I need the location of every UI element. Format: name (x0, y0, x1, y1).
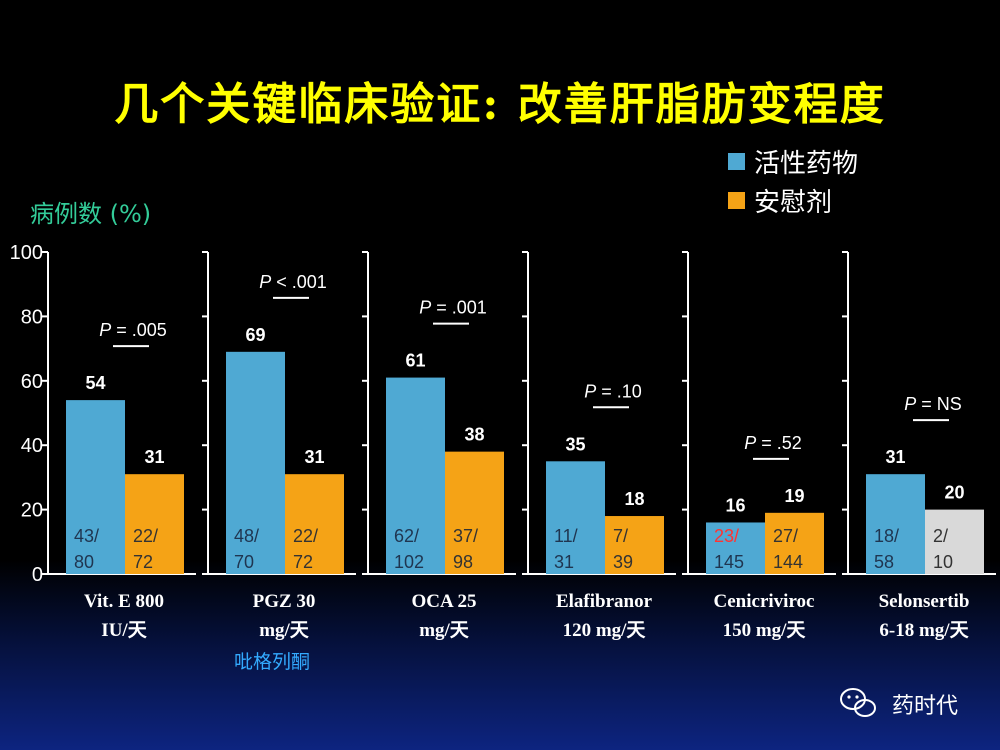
n-label-placebo: 22/ (293, 526, 318, 546)
bar-placebo (605, 516, 664, 574)
value-label-placebo: 18 (624, 489, 644, 509)
category-label: IU/天 (101, 620, 147, 641)
plot-area: 0 20 40 60 80 100 54 31 43/80 22/72 P = .005 Vit. E… (10, 242, 996, 673)
n-label-placebo: 10 (933, 552, 953, 572)
n-label-active: 80 (74, 552, 94, 572)
y-axis-label: 病例数 (%) (30, 200, 151, 228)
p-symbol: P (904, 394, 916, 414)
bar-placebo (285, 474, 344, 574)
p-value-label: P = .001 (419, 298, 487, 318)
n-label-active: 23/ (714, 526, 739, 546)
p-symbol: P (419, 298, 431, 318)
n-label-active: 102 (394, 552, 424, 572)
n-label-placebo: 72 (293, 552, 313, 572)
value-label-active: 61 (405, 351, 425, 371)
p-value-label: P = .52 (744, 433, 802, 453)
p-value: = NS (916, 394, 962, 414)
page-title: 几个关键临床验证: 改善肝脂肪变程度 (114, 79, 886, 130)
wechat-icon (840, 688, 876, 717)
watermark-text: 药时代 (892, 694, 958, 719)
legend-label-placebo: 安慰剂 (754, 188, 832, 218)
p-value-label: P = NS (904, 394, 962, 414)
category-note: 吡格列酮 (234, 651, 310, 673)
legend: 活性药物 安慰剂 (728, 149, 858, 218)
p-value: = .10 (596, 381, 642, 401)
category-label: mg/天 (419, 620, 470, 641)
value-label-placebo: 19 (784, 486, 804, 506)
category-label: 120 mg/天 (563, 620, 647, 641)
n-label-active: 48/ (234, 526, 259, 546)
n-label-placebo: 98 (453, 552, 473, 572)
n-label-placebo: 7/ (613, 526, 628, 546)
category-label: Cenicriviroc (714, 591, 815, 612)
y-tick-label: 60 (21, 371, 43, 393)
p-symbol: P (259, 272, 271, 292)
n-label-placebo: 144 (773, 552, 803, 572)
category-label: mg/天 (259, 620, 310, 641)
n-label-placebo: 2/ (933, 526, 948, 546)
p-value: < .001 (271, 272, 327, 292)
category-label: Vit. E 800 (84, 591, 164, 612)
n-label-placebo: 27/ (773, 526, 798, 546)
y-tick-label: 20 (21, 500, 43, 522)
n-label-placebo: 39 (613, 552, 633, 572)
value-label-placebo: 38 (464, 425, 484, 445)
n-label-active: 70 (234, 552, 254, 572)
y-axis-label-group: 病例数 (%) (30, 200, 151, 228)
value-label-active: 69 (245, 325, 265, 345)
bar-placebo (445, 451, 504, 574)
p-value-label: P = .005 (99, 320, 167, 340)
p-value: = .52 (756, 433, 802, 453)
p-symbol: P (584, 381, 596, 401)
bar-placebo (925, 509, 984, 574)
value-label-active: 35 (565, 434, 585, 454)
n-label-active: 58 (874, 552, 894, 572)
bar-active (66, 400, 125, 574)
p-value: = .005 (111, 320, 167, 340)
value-label-placebo: 31 (304, 447, 324, 467)
value-label-placebo: 20 (944, 483, 964, 503)
n-label-active: 62/ (394, 526, 419, 546)
category-label: PGZ 30 (253, 591, 316, 612)
y-tick-label: 80 (21, 306, 43, 328)
n-label-active: 43/ (74, 526, 99, 546)
n-label-active: 18/ (874, 526, 899, 546)
bar-active (386, 377, 445, 574)
watermark: 药时代 (840, 688, 958, 719)
bar-active (866, 474, 925, 574)
value-label-placebo: 31 (144, 447, 164, 467)
legend-label-active: 活性药物 (754, 149, 858, 179)
bar-placebo (125, 474, 184, 574)
category-label: 150 mg/天 (723, 620, 807, 641)
bar-placebo (765, 512, 824, 574)
bar-active (706, 522, 765, 574)
p-symbol: P (744, 433, 756, 453)
y-tick-label: 40 (21, 435, 43, 457)
p-symbol: P (99, 320, 111, 340)
n-label-placebo: 72 (133, 552, 153, 572)
category-label: OCA 25 (412, 591, 477, 612)
n-label-active: 11/ (554, 526, 578, 546)
value-label-active: 54 (85, 373, 105, 393)
category-label: 6-18 mg/天 (879, 620, 969, 641)
value-label-active: 31 (885, 447, 905, 467)
legend-swatch-active (728, 153, 745, 170)
n-label-placebo: 37/ (453, 526, 478, 546)
p-value: = .001 (431, 298, 487, 318)
bar-active (546, 461, 605, 574)
n-label-active: 145 (714, 552, 744, 572)
value-label-active: 16 (725, 495, 745, 515)
n-label-active: 31 (554, 552, 574, 572)
y-tick-label: 0 (32, 564, 43, 586)
bar-active (226, 351, 285, 574)
category-label: Selonsertib (879, 591, 970, 612)
p-value-label: P < .001 (259, 272, 327, 292)
category-label: Elafibranor (556, 591, 653, 612)
y-tick-label: 100 (10, 242, 43, 264)
n-label-placebo: 22/ (133, 526, 158, 546)
legend-swatch-placebo (728, 192, 745, 209)
p-value-label: P = .10 (584, 381, 642, 401)
